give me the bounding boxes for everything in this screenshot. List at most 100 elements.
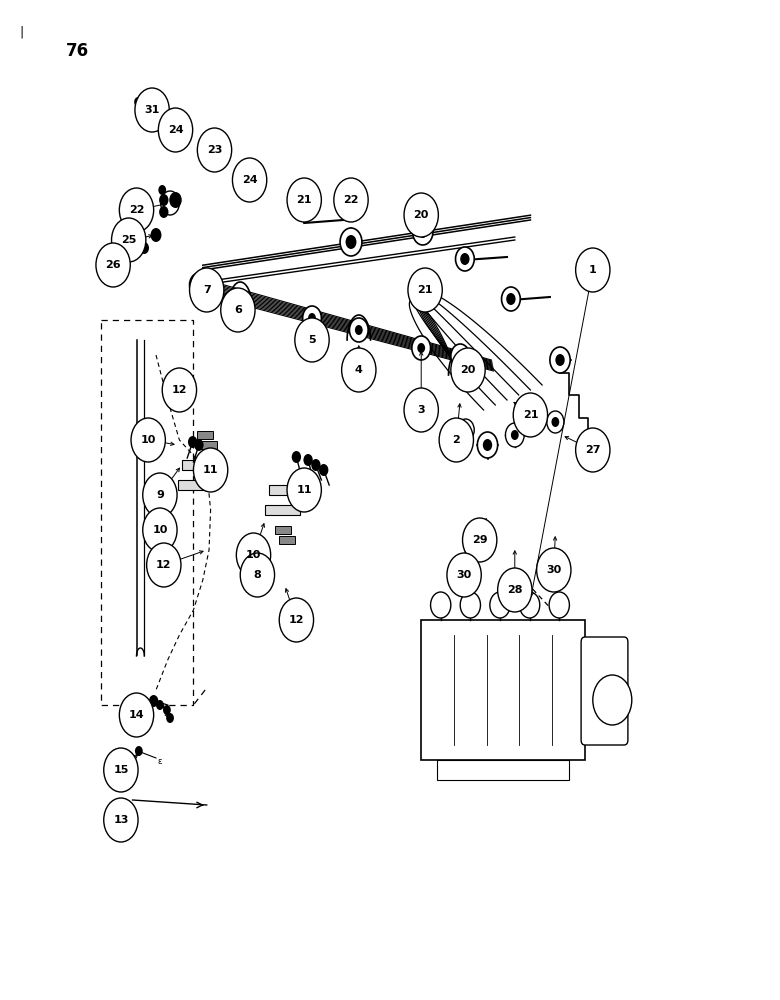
Circle shape <box>334 178 368 222</box>
Circle shape <box>159 194 168 206</box>
Circle shape <box>456 351 464 361</box>
Text: |: | <box>20 25 23 38</box>
Text: 12: 12 <box>172 385 187 395</box>
Text: 25: 25 <box>121 235 136 245</box>
Circle shape <box>505 423 524 447</box>
Circle shape <box>340 228 362 256</box>
Circle shape <box>161 191 179 215</box>
Circle shape <box>490 592 510 618</box>
Circle shape <box>451 348 485 392</box>
Circle shape <box>154 114 162 124</box>
Circle shape <box>303 454 313 466</box>
Circle shape <box>576 428 610 472</box>
Circle shape <box>549 592 569 618</box>
Text: 10: 10 <box>246 550 261 560</box>
Circle shape <box>194 279 204 291</box>
Circle shape <box>119 693 154 737</box>
Bar <box>201 441 217 449</box>
Circle shape <box>149 695 158 707</box>
Circle shape <box>451 344 470 368</box>
Circle shape <box>477 432 498 458</box>
Circle shape <box>163 705 171 715</box>
Text: 76: 76 <box>66 42 90 60</box>
Circle shape <box>555 354 565 366</box>
Circle shape <box>456 247 474 271</box>
Circle shape <box>279 598 314 642</box>
Circle shape <box>190 268 224 312</box>
Text: 28: 28 <box>507 585 523 595</box>
Circle shape <box>287 178 321 222</box>
Circle shape <box>431 592 451 618</box>
Text: 21: 21 <box>296 195 312 205</box>
Circle shape <box>169 192 182 208</box>
Circle shape <box>292 451 301 463</box>
Circle shape <box>319 464 328 476</box>
Circle shape <box>162 368 197 412</box>
Circle shape <box>511 430 519 440</box>
Text: 5: 5 <box>308 335 316 345</box>
Text: 14: 14 <box>129 710 144 720</box>
Text: 11: 11 <box>296 485 312 495</box>
Circle shape <box>234 298 245 312</box>
Text: 11: 11 <box>203 465 218 475</box>
Text: 8: 8 <box>254 570 261 580</box>
Circle shape <box>537 548 571 592</box>
Bar <box>197 431 213 439</box>
Circle shape <box>576 248 610 292</box>
Text: 27: 27 <box>585 445 601 455</box>
Text: 24: 24 <box>168 125 183 135</box>
Circle shape <box>308 313 316 323</box>
Circle shape <box>159 206 168 218</box>
Circle shape <box>547 411 564 433</box>
Circle shape <box>242 185 250 195</box>
Circle shape <box>208 154 218 166</box>
Circle shape <box>197 128 232 172</box>
Bar <box>182 460 213 470</box>
Circle shape <box>158 185 166 195</box>
Circle shape <box>483 439 492 451</box>
Circle shape <box>506 293 516 305</box>
Circle shape <box>143 508 177 552</box>
Text: 15: 15 <box>113 765 129 775</box>
Circle shape <box>104 798 138 842</box>
Text: 9: 9 <box>156 490 164 500</box>
Circle shape <box>158 108 193 152</box>
Circle shape <box>221 288 255 332</box>
Circle shape <box>355 325 363 335</box>
Circle shape <box>404 388 438 432</box>
Text: 1: 1 <box>589 265 597 275</box>
Circle shape <box>232 158 267 202</box>
Circle shape <box>460 253 470 265</box>
Circle shape <box>404 193 438 237</box>
Circle shape <box>460 592 480 618</box>
Text: 10: 10 <box>152 525 168 535</box>
FancyBboxPatch shape <box>421 620 585 760</box>
Circle shape <box>417 343 425 353</box>
Text: 20: 20 <box>460 365 476 375</box>
Circle shape <box>457 419 474 441</box>
Bar <box>437 760 569 780</box>
Circle shape <box>166 713 174 723</box>
Text: 12: 12 <box>156 560 172 570</box>
Circle shape <box>104 748 138 792</box>
Circle shape <box>439 418 473 462</box>
Text: 21: 21 <box>417 285 433 295</box>
Circle shape <box>463 518 497 562</box>
Circle shape <box>418 226 427 238</box>
Circle shape <box>193 448 228 492</box>
Circle shape <box>413 219 433 245</box>
Circle shape <box>207 143 215 153</box>
Circle shape <box>412 336 431 360</box>
Circle shape <box>447 553 481 597</box>
Circle shape <box>498 568 532 612</box>
Text: 30: 30 <box>456 570 472 580</box>
Circle shape <box>147 543 181 587</box>
Circle shape <box>156 700 164 710</box>
Circle shape <box>229 291 250 319</box>
Circle shape <box>143 473 177 517</box>
Circle shape <box>408 268 442 312</box>
FancyBboxPatch shape <box>581 637 628 745</box>
Circle shape <box>342 348 376 392</box>
Circle shape <box>287 468 321 512</box>
Circle shape <box>311 459 321 471</box>
